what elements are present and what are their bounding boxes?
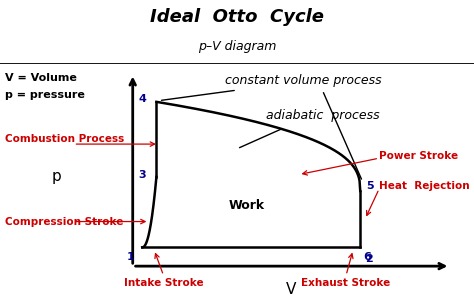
Text: V = Volume: V = Volume	[5, 73, 77, 83]
Text: 2: 2	[365, 254, 373, 264]
Text: 6: 6	[364, 252, 371, 262]
Text: p–V diagram: p–V diagram	[198, 40, 276, 53]
Text: Compression Stroke: Compression Stroke	[5, 216, 123, 227]
Text: Exhaust Stroke: Exhaust Stroke	[301, 277, 391, 288]
Text: 1: 1	[127, 252, 134, 262]
Text: 4: 4	[138, 94, 146, 104]
Text: adiabatic  process: adiabatic process	[265, 109, 379, 122]
Text: Power Stroke: Power Stroke	[379, 151, 458, 161]
Text: Heat  Rejection: Heat Rejection	[379, 181, 470, 191]
Text: Work: Work	[228, 199, 264, 212]
Text: 5: 5	[366, 181, 374, 191]
Text: 3: 3	[138, 170, 146, 180]
Text: constant volume process: constant volume process	[225, 74, 382, 87]
Text: Intake Stroke: Intake Stroke	[124, 277, 203, 288]
Text: Ideal  Otto  Cycle: Ideal Otto Cycle	[150, 8, 324, 26]
Text: V: V	[286, 282, 297, 297]
Text: Combustion Process: Combustion Process	[5, 134, 124, 144]
Text: p = pressure: p = pressure	[5, 90, 85, 100]
Text: p: p	[52, 170, 62, 184]
